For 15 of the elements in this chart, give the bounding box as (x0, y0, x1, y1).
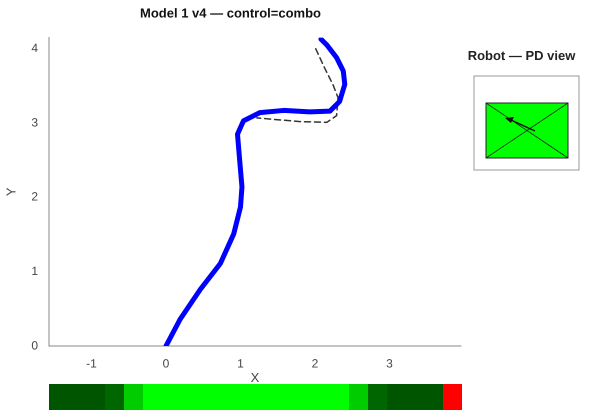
line-series (256, 48, 339, 124)
x-tick-label: 1 (237, 356, 244, 371)
y-tick-label: 0 (31, 338, 38, 352)
x-tick-label: 3 (386, 356, 394, 371)
x-tick-label: -1 (86, 356, 98, 371)
x-axis-title: X (250, 370, 260, 385)
y-axis-title: Y (3, 187, 18, 196)
y-tick-label: 2 (31, 190, 38, 204)
x-tick-label: 0 (162, 356, 170, 371)
y-tick-label: 4 (31, 41, 38, 56)
y-tick-label: 3 (31, 115, 38, 130)
chart-title: Model 1 v4 — control=combo (140, 5, 322, 20)
x-tick-label: 2 (312, 356, 319, 371)
y-tick-label: 1 (31, 264, 38, 278)
text: Robot — PD view (466, 48, 576, 63)
